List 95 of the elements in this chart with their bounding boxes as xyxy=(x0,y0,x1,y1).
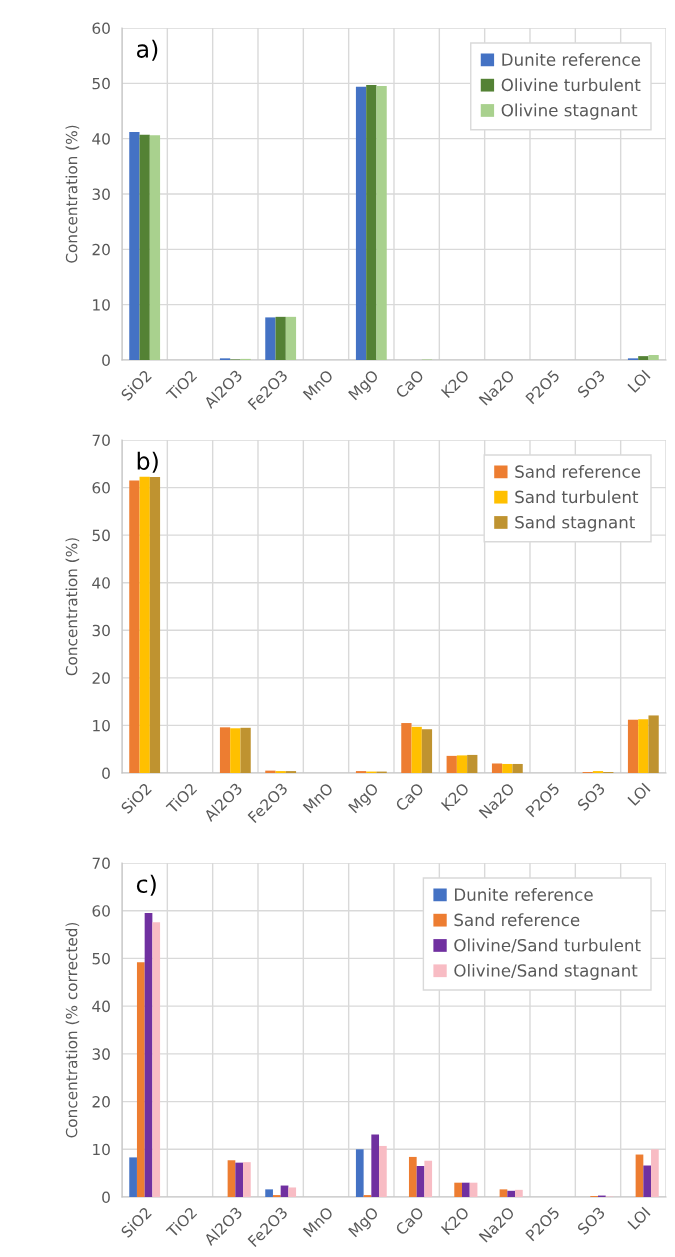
bar xyxy=(401,723,412,773)
y-tick-label: 30 xyxy=(92,1048,110,1060)
bar xyxy=(512,763,523,773)
bar xyxy=(129,480,140,773)
bar xyxy=(285,316,297,360)
x-tick-label: LOI xyxy=(627,369,651,393)
bar xyxy=(129,1157,137,1197)
x-tick-label: LOI xyxy=(627,782,651,806)
legend-label: Dunite reference xyxy=(502,53,641,66)
bar xyxy=(149,477,161,773)
y-tick-label: 50 xyxy=(92,77,110,90)
y-tick-label: 60 xyxy=(92,905,110,917)
y-tick-label: 20 xyxy=(92,243,110,256)
y-tick-label: 0 xyxy=(102,767,110,780)
bar xyxy=(491,763,503,773)
bar xyxy=(462,1182,470,1197)
bar xyxy=(136,962,145,1197)
bar xyxy=(635,1154,644,1197)
legend-label: Sand reference xyxy=(515,465,641,478)
y-tick-label: 10 xyxy=(93,299,110,311)
legend-label: Olivine/Sand stagnant xyxy=(454,963,638,981)
x-tick-label: LOI xyxy=(627,1206,651,1230)
chart-title: b) xyxy=(137,451,158,473)
bar xyxy=(288,1187,297,1197)
y-axis-title: Concentration (% corrected) xyxy=(65,922,80,1138)
legend-label: Dunite reference xyxy=(455,888,593,901)
y-tick-label: 60 xyxy=(92,482,110,494)
y-axis-title: Concentration (%) xyxy=(65,125,80,263)
bar xyxy=(467,754,478,773)
bar xyxy=(265,1189,273,1197)
y-tick-label: 20 xyxy=(92,672,110,684)
bar xyxy=(275,316,286,360)
bar xyxy=(243,1162,251,1197)
bar xyxy=(265,317,276,360)
bar xyxy=(454,1182,462,1197)
bar xyxy=(643,1165,652,1197)
bar xyxy=(144,913,153,1197)
bar xyxy=(149,135,161,360)
bar xyxy=(230,728,241,773)
bar xyxy=(648,715,659,773)
y-tick-label: 30 xyxy=(92,624,110,637)
bar xyxy=(424,1160,433,1197)
bar xyxy=(355,86,367,360)
bar xyxy=(219,727,231,773)
y-tick-label: 70 xyxy=(92,434,110,447)
bar xyxy=(265,770,276,773)
y-tick-label: 10 xyxy=(93,1143,110,1156)
y-axis-title: Concentration (%) xyxy=(65,538,80,676)
bar xyxy=(446,755,457,773)
bar xyxy=(411,726,422,773)
bar xyxy=(638,356,649,360)
bar xyxy=(648,355,659,360)
bar xyxy=(408,1156,417,1197)
bar xyxy=(627,719,639,773)
legend-label: Sand reference xyxy=(454,913,580,927)
legend-label: Olivine stagnant xyxy=(501,103,638,120)
y-tick-label: 70 xyxy=(92,857,110,870)
legend-label: Olivine/Sand turbulent xyxy=(454,938,641,953)
bar xyxy=(376,86,387,360)
y-tick-label: 0 xyxy=(102,1191,110,1204)
bar xyxy=(379,1145,387,1197)
bar xyxy=(651,1149,659,1197)
legend-label: Sand turbulent xyxy=(515,490,639,504)
y-tick-label: 30 xyxy=(92,188,110,201)
bar xyxy=(355,1149,364,1197)
bar xyxy=(240,727,251,773)
bar xyxy=(515,1189,523,1197)
bar xyxy=(499,1189,508,1197)
bar xyxy=(227,1160,236,1197)
y-tick-label: 50 xyxy=(92,952,110,965)
bar xyxy=(139,134,150,360)
chart-title: c) xyxy=(136,874,156,896)
bar xyxy=(502,763,513,773)
y-tick-label: 20 xyxy=(92,1096,110,1108)
bar xyxy=(416,1165,425,1197)
bar xyxy=(421,729,433,773)
legend-label: Sand stagnant xyxy=(515,515,635,532)
y-tick-label: 50 xyxy=(92,529,110,542)
y-tick-label: 40 xyxy=(92,1000,110,1013)
bar xyxy=(129,132,140,360)
bar xyxy=(456,755,468,773)
bar xyxy=(235,1162,244,1197)
y-tick-label: 10 xyxy=(93,719,110,732)
chart-title: a) xyxy=(137,39,158,61)
bar xyxy=(371,1134,380,1197)
bar xyxy=(638,719,649,773)
bar xyxy=(366,84,377,360)
y-tick-label: 40 xyxy=(92,133,110,145)
y-tick-label: 40 xyxy=(92,577,110,589)
y-tick-label: 60 xyxy=(92,22,110,35)
bar xyxy=(139,476,150,773)
bar xyxy=(152,922,161,1197)
y-tick-label: 0 xyxy=(102,354,110,367)
legend-label: Olivine turbulent xyxy=(501,78,641,92)
bar xyxy=(507,1190,516,1197)
